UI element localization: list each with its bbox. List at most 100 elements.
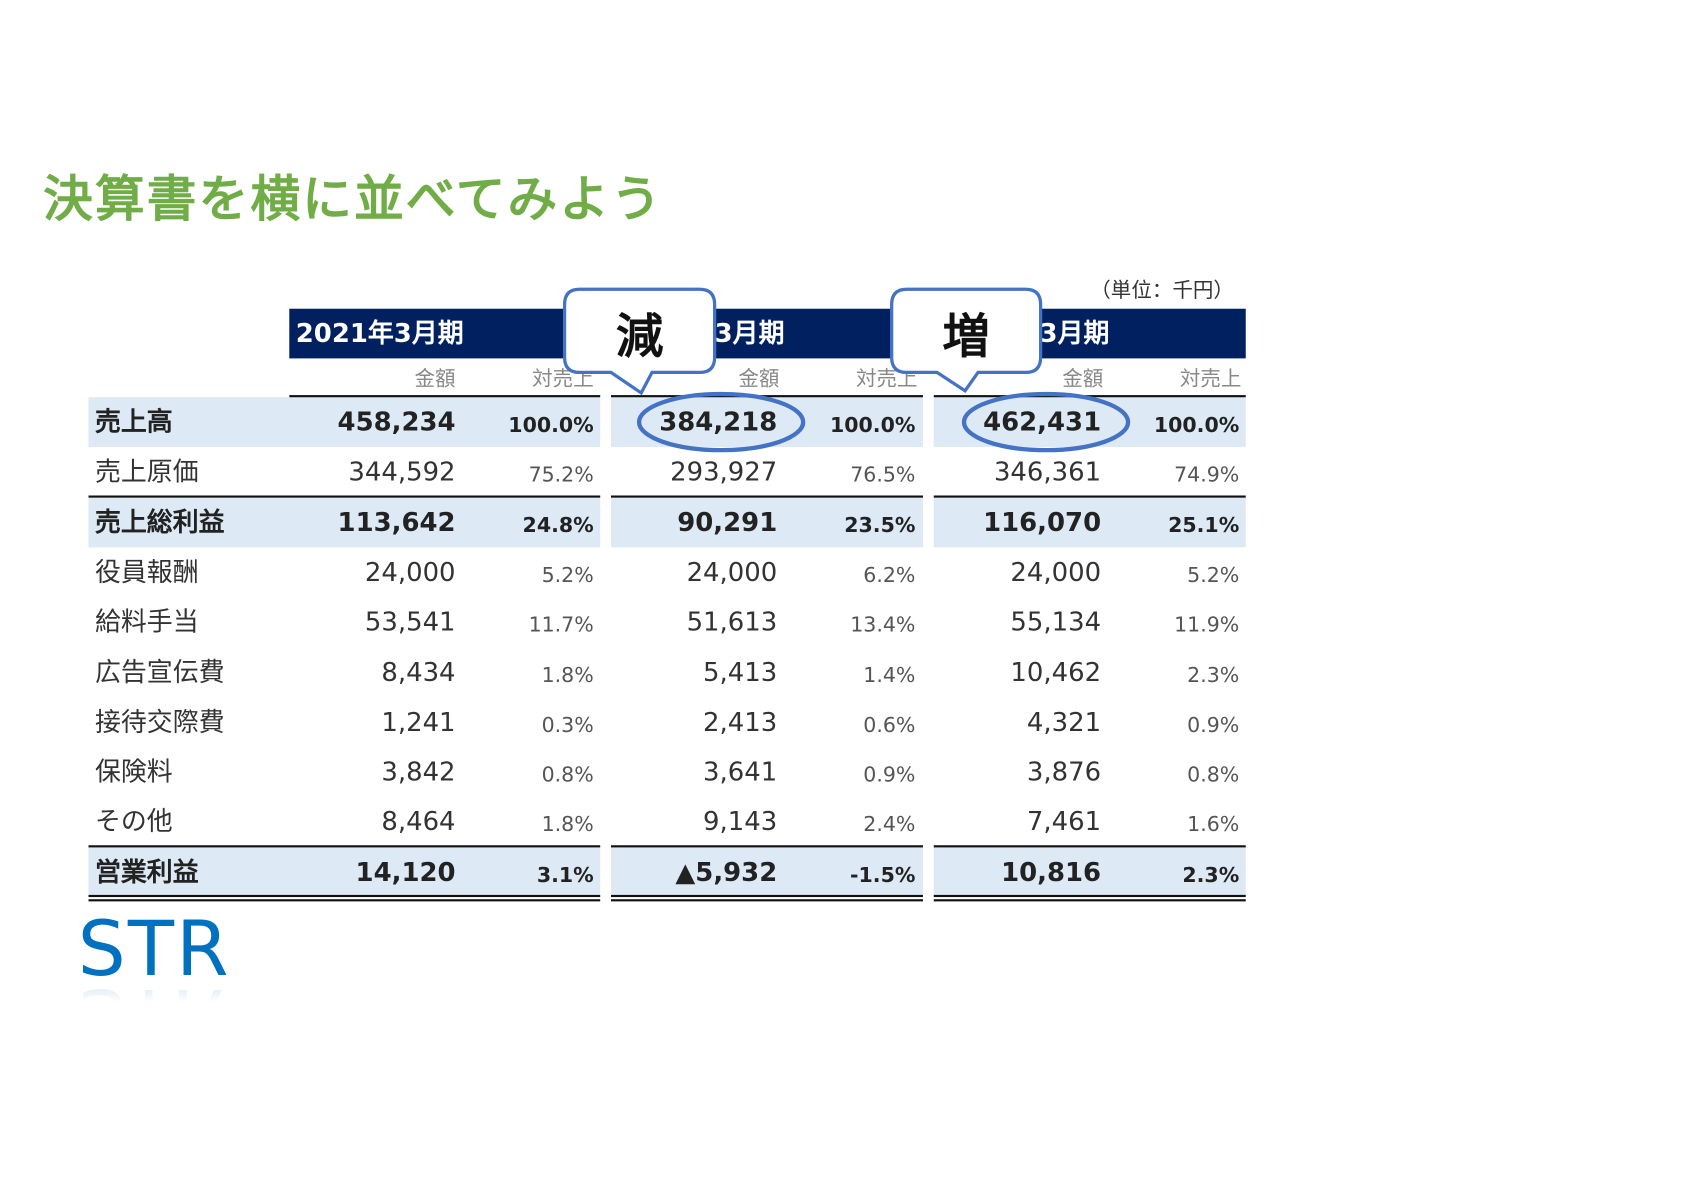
highlight-ellipse-increase <box>961 391 1131 453</box>
str-logo-reflection: STR <box>77 971 225 1061</box>
callout-decrease: 減 <box>615 309 664 365</box>
row-divider <box>610 495 923 498</box>
amount-cell: 116,070 <box>983 506 1102 538</box>
str-logo: STR <box>77 904 231 994</box>
table-row: 役員報酬 24,000 5.2% 24,000 6.2% 24,000 5.2% <box>0 547 1252 597</box>
amount-cell: 8,464 <box>381 806 456 838</box>
row-label: 役員報酬 <box>94 556 199 588</box>
ratio-cell: 74.9% <box>1174 463 1240 488</box>
ratio-cell: 0.3% <box>541 713 594 738</box>
row-highlight <box>88 847 601 897</box>
period-header-1: 2021年3月期 <box>289 308 601 359</box>
amount-cell: 7,461 <box>1026 806 1102 838</box>
ratio-cell: 2.4% <box>863 813 916 838</box>
ratio-cell: 0.9% <box>1187 713 1240 738</box>
amount-cell: 3,876 <box>1026 756 1102 788</box>
ratio-cell: 25.1% <box>1168 513 1240 538</box>
ratio-cell: 100.0% <box>829 413 916 438</box>
row-label: 売上高 <box>94 406 173 438</box>
amount-cell: 3,842 <box>381 756 456 788</box>
ratio-cell: 100.0% <box>508 413 594 438</box>
amount-cell: 90,291 <box>677 506 778 538</box>
row-highlight <box>88 497 601 547</box>
row-divider <box>610 844 923 848</box>
ratio-cell: 0.6% <box>863 713 916 738</box>
amount-cell: 1,241 <box>381 706 456 738</box>
row-label: 保険料 <box>94 756 173 788</box>
row-divider <box>88 844 601 848</box>
callout-increase: 増 <box>942 309 990 365</box>
ratio-cell: 0.8% <box>541 763 594 788</box>
table-row: 広告宣伝費 8,434 1.8% 5,413 1.4% 10,462 2.3% <box>0 647 1252 697</box>
amount-cell: 5,413 <box>703 656 778 688</box>
amount-cell: ▲5,932 <box>675 856 778 888</box>
page-title: 決算書を横に並べてみよう <box>43 169 663 228</box>
table-row: 給料手当 53,541 11.7% 51,613 13.4% 55,134 11.9% <box>0 597 1252 647</box>
amount-cell: 55,134 <box>1010 606 1102 638</box>
ratio-cell: 1.6% <box>1187 813 1240 838</box>
amount-cell: 462,431 <box>983 406 1102 438</box>
row-label: 営業利益 <box>94 856 199 888</box>
table-row: 営業利益 14,120 3.1% ▲5,932 -1.5% 10,816 2.3% <box>0 847 1252 897</box>
amount-cell: 14,120 <box>355 856 456 888</box>
ratio-cell: 6.2% <box>863 563 916 588</box>
amount-cell: 24,000 <box>1010 556 1102 588</box>
table-row: 売上原価 344,592 75.2% 293,927 76.5% 346,361 74.9% <box>0 447 1252 497</box>
amount-cell: 113,642 <box>337 506 456 538</box>
ratio-cell: -1.5% <box>850 863 916 888</box>
amount-cell: 8,434 <box>381 656 456 688</box>
amount-cell: 51,613 <box>686 606 778 638</box>
row-label: 接待交際費 <box>94 706 225 738</box>
row-highlight <box>88 397 601 447</box>
ratio-cell: 11.9% <box>1174 613 1240 638</box>
row-label: 広告宣伝費 <box>94 656 225 688</box>
amount-cell: 458,234 <box>337 406 456 438</box>
subheader-ratio-3: 対売上 <box>1179 367 1242 391</box>
ratio-cell: 1.4% <box>863 663 916 688</box>
highlight-ellipse-decrease <box>636 391 806 453</box>
ratio-cell: 75.2% <box>528 463 594 488</box>
table-row: その他 8,464 1.8% 9,143 2.4% 7,461 1.6% <box>0 797 1252 847</box>
subheader-amount-1: 金額 <box>414 367 456 391</box>
ratio-cell: 11.7% <box>528 613 594 638</box>
amount-cell: 10,816 <box>1001 856 1102 888</box>
row-label: その他 <box>94 806 173 838</box>
row-label: 給料手当 <box>94 606 199 638</box>
amount-cell: 10,462 <box>1010 656 1102 688</box>
row-highlight <box>933 397 1246 447</box>
row-divider <box>610 395 923 398</box>
table-row: 保険料 3,842 0.8% 3,641 0.9% 3,876 0.8% <box>0 747 1252 797</box>
ratio-cell: 1.8% <box>541 813 594 838</box>
ratio-cell: 5.2% <box>541 563 594 588</box>
amount-cell: 384,218 <box>659 406 778 438</box>
row-divider <box>933 844 1246 848</box>
row-divider <box>88 495 601 498</box>
amount-cell: 344,592 <box>348 456 456 488</box>
amount-cell: 4,321 <box>1026 706 1102 738</box>
amount-cell: 3,641 <box>703 756 778 788</box>
row-label: 売上総利益 <box>94 506 225 538</box>
subheader-amount-2: 金額 <box>738 367 780 391</box>
ratio-cell: 0.8% <box>1187 763 1240 788</box>
row-highlight <box>610 397 923 447</box>
double-underline <box>610 894 923 902</box>
ratio-cell: 13.4% <box>850 613 916 638</box>
table-row: 売上総利益 113,642 24.8% 90,291 23.5% 116,070 25.1% <box>0 497 1252 547</box>
callout-decrease-bubble <box>562 287 717 396</box>
row-highlight <box>933 497 1246 547</box>
callout-increase-bubble <box>890 287 1043 393</box>
double-underline <box>933 894 1246 902</box>
ratio-cell: 23.5% <box>844 513 916 538</box>
table-row: 売上高 458,234 100.0% 384,218 100.0% 462,431 100.… <box>0 397 1252 447</box>
amount-cell: 2,413 <box>703 706 778 738</box>
ratio-cell: 24.8% <box>522 513 594 538</box>
row-highlight <box>610 847 923 897</box>
ratio-cell: 100.0% <box>1153 413 1240 438</box>
amount-cell: 24,000 <box>364 556 456 588</box>
ratio-cell: 5.2% <box>1187 563 1240 588</box>
ratio-cell: 2.3% <box>1187 663 1240 688</box>
amount-cell: 53,541 <box>364 606 456 638</box>
ratio-cell: 1.8% <box>541 663 594 688</box>
row-highlight <box>933 847 1246 897</box>
